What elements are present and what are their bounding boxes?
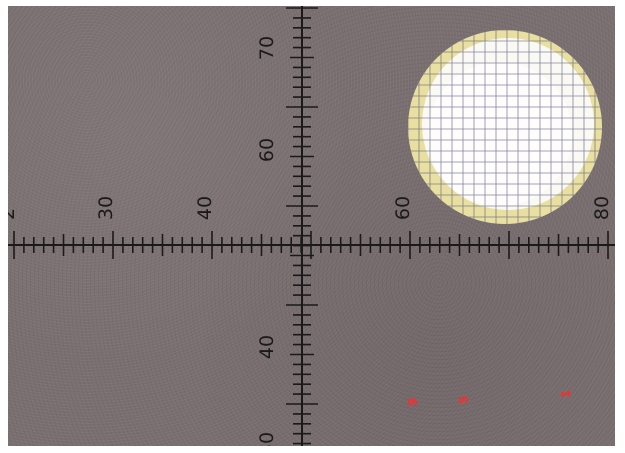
horizontal-tick-marks bbox=[13, 231, 609, 259]
reticle-scale-svg: 2 30 40 60 80 70 60 40 30 9 5 1 bbox=[8, 6, 615, 446]
h-label-40: 40 bbox=[194, 196, 216, 220]
h-label-60: 60 bbox=[392, 196, 414, 220]
red-marker-9: 9 bbox=[406, 398, 420, 406]
v-label-60: 60 bbox=[256, 138, 278, 162]
red-marker-5: 5 bbox=[457, 396, 471, 404]
h-label-partial: 2 bbox=[8, 208, 19, 220]
h-label-80: 80 bbox=[591, 196, 613, 220]
red-marker-1: 1 bbox=[559, 390, 573, 398]
v-label-40: 40 bbox=[256, 335, 278, 359]
v-label-70: 70 bbox=[256, 36, 278, 60]
h-label-30: 30 bbox=[95, 196, 117, 220]
bright-disc bbox=[408, 30, 602, 224]
v-label-30: 30 bbox=[256, 432, 278, 446]
reticle-photo: 2 30 40 60 80 70 60 40 30 9 5 1 bbox=[8, 6, 615, 446]
vertical-tick-marks bbox=[286, 7, 318, 445]
